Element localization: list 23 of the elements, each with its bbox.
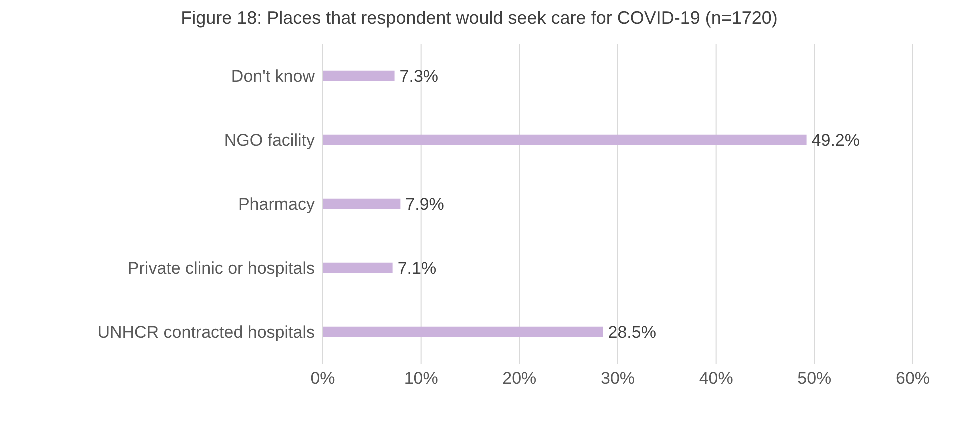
x-tick-label: 10% [404,369,438,388]
data-label: 49.2% [812,131,860,150]
x-tick-label: 60% [896,369,930,388]
x-tick-label: 50% [798,369,832,388]
y-tick-label: Don't know [231,67,316,86]
x-tick-label: 0% [310,369,336,388]
bar [323,198,401,210]
chart-title: Figure 18: Places that respondent would seek care for COVID-19 (n=1720) [180,8,779,30]
data-label: 7.9% [406,195,444,214]
y-tick-label: UNHCR contracted hospitals [98,323,315,342]
x-tick-label: 30% [600,369,636,388]
x-tick-label: 40% [699,369,734,388]
bar [323,326,604,338]
y-tick-label: Pharmacy [238,195,316,214]
bar [323,70,395,82]
y-tick-label: NGO facility [224,131,316,150]
data-label: 7.1% [398,259,437,278]
bar [323,134,807,146]
bar [323,262,393,274]
y-tick-label: Private clinic or hospitals [128,259,315,278]
data-label: 28.5% [608,323,656,342]
x-tick-label: 20% [502,369,537,388]
data-label: 7.3% [400,67,439,86]
